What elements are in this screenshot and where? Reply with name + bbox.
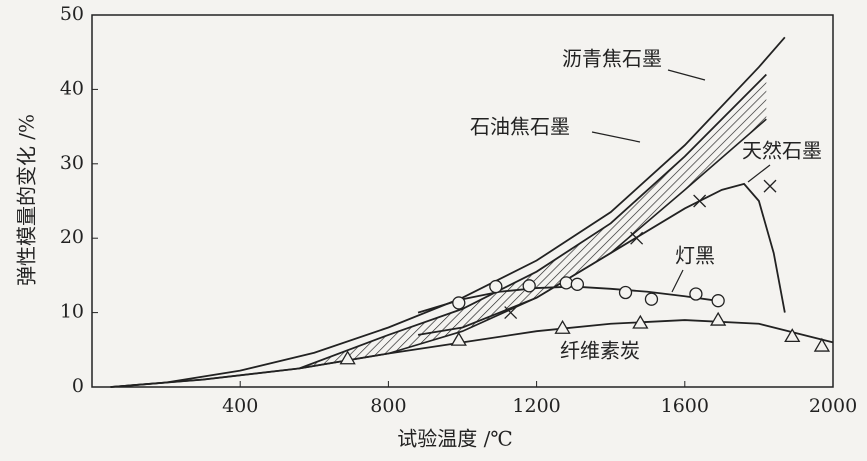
- marker: [450, 331, 467, 346]
- series-label: 灯黑: [675, 244, 715, 268]
- marker: [570, 277, 585, 291]
- series-label: 纤维素炭: [560, 339, 640, 363]
- x-axis-label: 试验温度 /℃: [397, 427, 512, 451]
- series-line: [299, 319, 834, 370]
- series-line: [110, 73, 767, 388]
- series-label: 石油焦石墨: [470, 115, 570, 139]
- marker: [711, 294, 725, 308]
- x-tick-label: 1600: [661, 395, 709, 417]
- marker: [559, 276, 573, 290]
- y-tick-label: 50: [60, 3, 84, 25]
- y-tick-label: 30: [60, 152, 84, 174]
- marker: [693, 194, 707, 208]
- marker: [710, 311, 727, 326]
- y-tick-label: 0: [72, 375, 84, 397]
- marker: [339, 350, 356, 365]
- series-label: 沥青焦石墨: [562, 47, 662, 71]
- marker: [489, 279, 503, 294]
- y-tick-label: 20: [60, 226, 84, 248]
- x-tick-label: 1200: [512, 395, 560, 417]
- marker: [784, 328, 801, 343]
- marker: [644, 292, 659, 306]
- x-tick-label: 400: [222, 395, 258, 417]
- series-label: 天然石墨: [742, 139, 822, 163]
- series-line: [417, 182, 786, 336]
- marker: [618, 285, 633, 300]
- marker: [632, 314, 649, 329]
- marker: [452, 296, 466, 310]
- marker: [813, 337, 831, 352]
- y-axis-label: 弹性模量的变化 /%: [15, 114, 39, 286]
- marker: [763, 179, 777, 193]
- band-fill: [110, 74, 767, 388]
- y-tick-label: 40: [60, 77, 84, 99]
- plot-frame: [91, 14, 834, 388]
- x-tick-label: 2000: [809, 395, 857, 417]
- marker: [522, 279, 536, 293]
- x-tick-label: 800: [370, 395, 406, 417]
- marker: [689, 287, 703, 301]
- marker: [504, 306, 518, 320]
- marker: [630, 231, 644, 245]
- marker: [554, 319, 571, 334]
- leader-lines: [591, 69, 771, 293]
- y-tick-label: 10: [60, 301, 84, 323]
